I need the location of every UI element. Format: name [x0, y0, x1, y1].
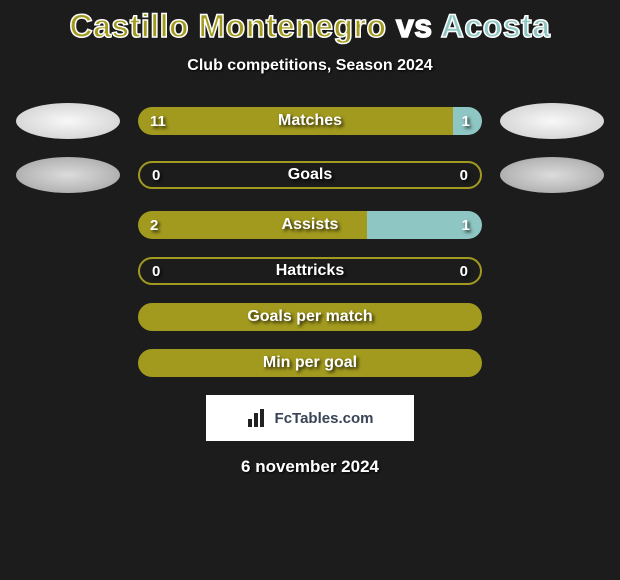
stat-value-player2: 0	[460, 163, 468, 187]
player1-avatar	[16, 157, 120, 193]
stat-bar: Goals0 0	[138, 161, 482, 189]
stat-row: Hattricks0 0	[0, 257, 620, 285]
page-title: Castillo Montenegro vs Acosta	[70, 8, 551, 45]
stat-bar: Matches111	[138, 107, 482, 135]
chart-icon	[247, 409, 269, 427]
player1-avatar	[16, 103, 120, 139]
subtitle: Club competitions, Season 2024	[187, 57, 432, 75]
badge-text: FcTables.com	[275, 410, 374, 427]
stat-value-player2: 0	[460, 259, 468, 283]
stat-bar: Hattricks0 0	[138, 257, 482, 285]
stats-comparison-card: Castillo Montenegro vs Acosta Club compe…	[0, 0, 620, 477]
bar-segment-player1	[138, 107, 453, 135]
stat-label: Hattricks	[140, 259, 480, 283]
stat-label: Min per goal	[140, 351, 480, 375]
date-label: 6 november 2024	[241, 457, 379, 477]
stat-value-player1: 0	[152, 163, 160, 187]
player2-avatar	[500, 157, 604, 193]
stat-label: Goals	[140, 163, 480, 187]
stat-row: Min per goal	[0, 349, 620, 377]
stat-value-player1: 0	[152, 259, 160, 283]
stat-bar: Min per goal	[138, 349, 482, 377]
bar-segment-player2	[367, 211, 482, 239]
stat-bar: Goals per match	[138, 303, 482, 331]
stat-label: Goals per match	[140, 305, 480, 329]
stat-row: Assists21	[0, 211, 620, 239]
player2-avatar	[500, 103, 604, 139]
stat-bar: Assists21	[138, 211, 482, 239]
source-badge[interactable]: FcTables.com	[206, 395, 414, 441]
stat-row: Goals0 0	[0, 157, 620, 193]
stat-row: Matches111	[0, 103, 620, 139]
stats-list: Matches111Goals00Assists21Hattricks00Goa…	[0, 103, 620, 377]
bar-segment-player2	[453, 107, 482, 135]
bar-segment-player1	[138, 211, 367, 239]
stat-row: Goals per match	[0, 303, 620, 331]
